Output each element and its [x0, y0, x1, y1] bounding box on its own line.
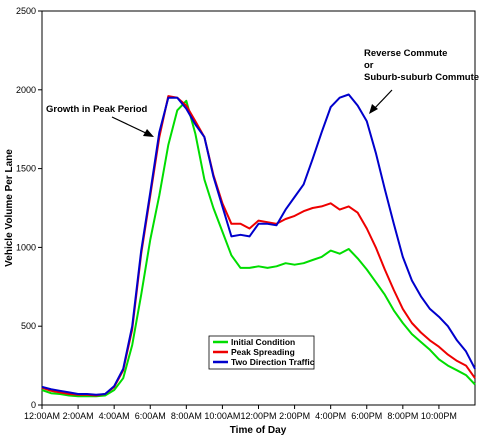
x-tick-label: 12:00AM — [24, 411, 60, 421]
y-tick-label: 2000 — [16, 85, 36, 95]
x-tick-label: 8:00AM — [171, 411, 202, 421]
y-tick-label: 1000 — [16, 242, 36, 252]
annotation-reverse-arrow — [372, 89, 393, 111]
x-axis-ticks: 12:00AM 2:00AM 4:00AM 6:00AM 8:00AM 10:00AM 12… — [24, 405, 457, 421]
x-tick-label: 10:00PM — [421, 411, 457, 421]
annotation-growth-peak: Growth in Peak Period — [46, 104, 148, 115]
y-axis-ticks: 0 500 1000 1500 2000 2500 — [16, 6, 42, 410]
annotation-reverse-arrowhead — [369, 104, 378, 114]
legend-label-two-direction: Two Direction Traffic — [231, 357, 315, 367]
legend-label-peak: Peak Spreading — [231, 347, 295, 357]
legend-label-initial: Initial Condition — [231, 337, 295, 347]
series-line-initial-condition — [41, 99, 476, 398]
x-axis-title: Time of Day — [230, 425, 287, 436]
x-tick-label: 2:00AM — [63, 411, 94, 421]
annotation-or: or — [364, 60, 374, 71]
y-tick-label: 2500 — [16, 6, 36, 16]
x-tick-label: 12:00PM — [240, 411, 276, 421]
x-tick-label: 8:00PM — [387, 411, 418, 421]
x-tick-label: 4:00AM — [99, 411, 130, 421]
y-tick-label: 1500 — [16, 164, 36, 174]
x-tick-label: 2:00PM — [279, 411, 310, 421]
annotation-suburb-commute: Suburb-suburb Commute — [364, 72, 479, 83]
y-tick-label: 0 — [31, 400, 36, 410]
x-tick-label: 4:00PM — [315, 411, 346, 421]
x-tick-label: 6:00AM — [135, 411, 166, 421]
legend: Initial Condition Peak Spreading Two Dir… — [208, 335, 315, 370]
annotation-reverse-commute: Reverse Commute — [364, 48, 447, 59]
x-tick-label: 10:00AM — [204, 411, 240, 421]
series-lines — [41, 93, 476, 398]
series-line-two-direction-traffic — [41, 93, 476, 396]
annotation-growth-arrow — [111, 116, 151, 136]
y-axis-title: Vehicle Volume Per Lane — [4, 149, 15, 267]
y-tick-label: 500 — [21, 321, 36, 331]
x-tick-label: 6:00PM — [351, 411, 382, 421]
annotation-growth-arrowhead — [143, 129, 154, 137]
